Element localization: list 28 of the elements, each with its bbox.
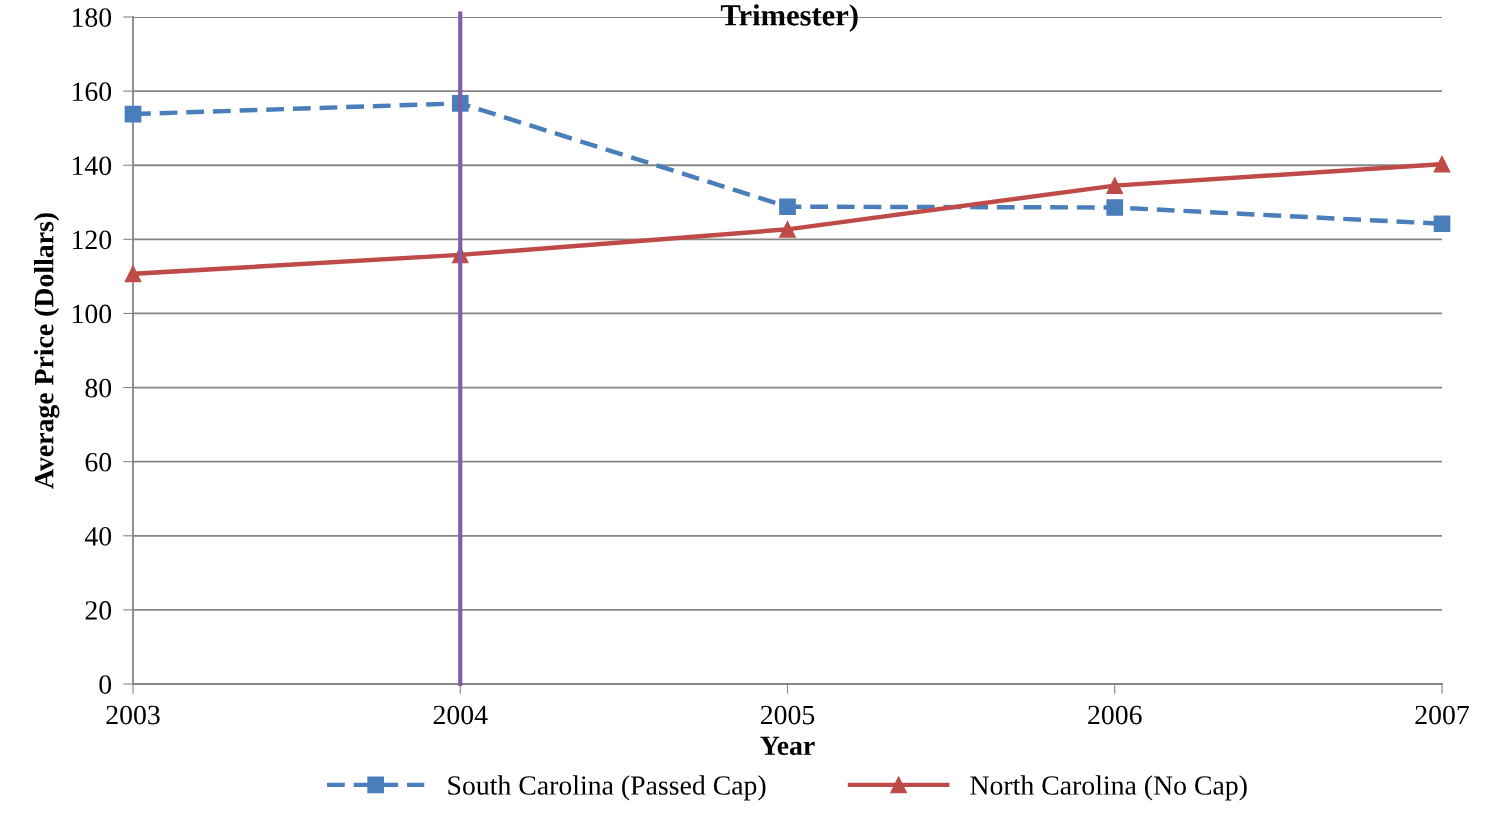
y-tick-label: 180 [72, 8, 112, 27]
y-axis-title: Average Price (Dollars) [33, 213, 60, 489]
point [779, 198, 796, 216]
legend-label: South Carolina (Passed Cap) [448, 775, 766, 801]
point [1433, 155, 1451, 173]
x-axis-title: Year [760, 736, 815, 756]
y-tick-label: 40 [84, 526, 112, 546]
y-tick-label: 60 [85, 452, 112, 472]
y-tick-label: 160 [72, 82, 112, 102]
y-tick-label: 120 [72, 230, 112, 250]
x-tick-label: 2006 [1088, 705, 1142, 725]
x-tick-label: 2003 [106, 705, 160, 725]
y-tick-label: 100 [72, 304, 112, 324]
x-tick-label: 2007 [1415, 705, 1469, 725]
y-tick-label: 0 [99, 675, 112, 694]
point [1433, 215, 1451, 233]
legend-label: North Carolina (No Cap) [970, 775, 1247, 801]
y-tick-label: 140 [72, 156, 112, 176]
point [1106, 177, 1124, 194]
point [1106, 199, 1124, 216]
point [779, 220, 796, 238]
point [124, 265, 142, 283]
x-tick-label: 2005 [760, 705, 815, 725]
point [124, 105, 142, 123]
y-tick-label: 80 [85, 378, 112, 398]
chart-title: Trimester) [720, 4, 858, 32]
x-tick-label: 2004 [433, 705, 488, 725]
y-tick-label: 20 [85, 601, 112, 620]
